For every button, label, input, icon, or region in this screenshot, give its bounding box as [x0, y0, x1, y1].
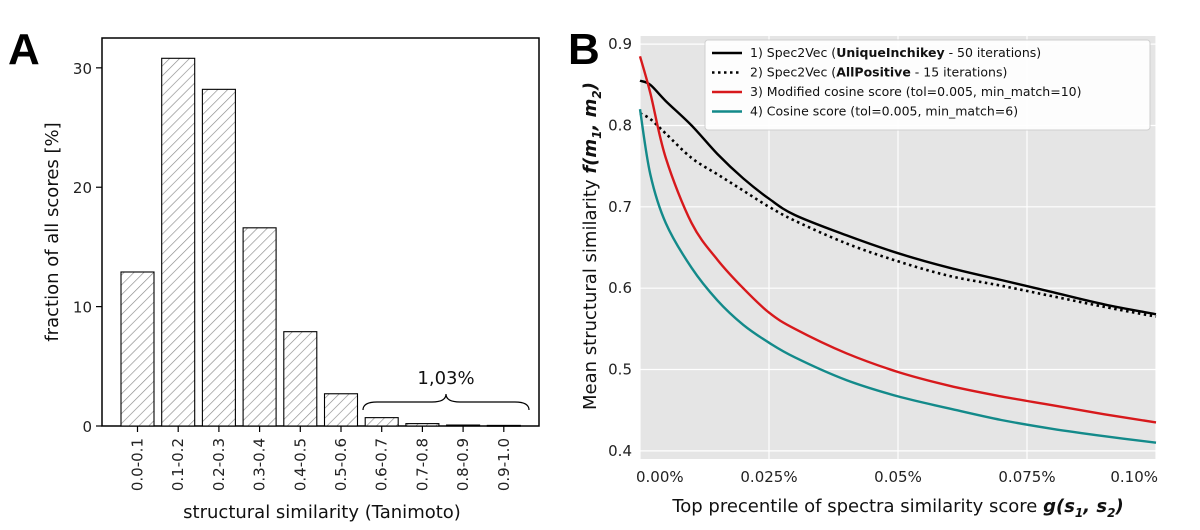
panel-b-chart: 0.4 0.5 0.6 0.7 0.8 0.9 0.00% 0.025% 0.05% 0.075%… [608, 35, 1158, 486]
panel-b-series-line [638, 109, 1157, 444]
panel-a-bar [161, 57, 196, 427]
panel-b-y-tick-label: 0.7 [608, 198, 632, 216]
panel-b-y-tick-label: 0.6 [608, 279, 632, 297]
panel-a-x-tick-label: 0.7-0.8 [413, 438, 431, 491]
panel-a-x-tick-label: 0.2-0.3 [210, 438, 228, 491]
panel-a-y-tick-label: 20 [73, 179, 92, 197]
panel-b-x-tick-label: 0.10% [1110, 468, 1158, 486]
tail-percentage-annotation: 1,03% [417, 368, 474, 389]
panel-b-legend-box [704, 39, 1151, 131]
panel-a-x-axis-label: structural similarity (Tanimoto) [183, 502, 461, 523]
panel-a-x-tick-label: 0.4-0.5 [291, 438, 309, 491]
panel-a-bar [120, 271, 155, 427]
panel-a-x-tick-label: 0.8-0.9 [454, 438, 472, 491]
panel-b-x-tick-label: 0.075% [998, 468, 1055, 486]
panel-b-legend-entry: 3) Modified cosine score (tol=0.005, min… [750, 84, 1081, 99]
panel-b-series-line [638, 55, 1157, 424]
panel-b-legend: 1) Spec2Vec (UniqueInchikey - 50 iterati… [704, 39, 1151, 131]
panel-a-bar [283, 331, 318, 427]
panel-a-y-tick-label: 10 [73, 299, 92, 317]
panel-b-x-tick-label: 0.00% [636, 468, 684, 486]
panel-b-legend-entry: 1) Spec2Vec (UniqueInchikey - 50 iterati… [750, 45, 1041, 60]
panel-a-x-tick-label: 0.0-0.1 [129, 438, 147, 491]
panel-b-x-tick-label: 0.025% [740, 468, 797, 486]
panel-b-y-tick-label: 0.4 [608, 442, 632, 460]
panel-a-y-tick-label: 0 [82, 418, 92, 436]
panel-b-legend-entry: 4) Cosine score (tol=0.005, min_match=6) [750, 104, 1018, 119]
panel-a-x-tick-label: 0.3-0.4 [251, 438, 269, 491]
panel-a-x-tick-label: 0.9-1.0 [495, 438, 513, 491]
panel-b-series-line [639, 79, 1157, 316]
panel-a-bar [323, 393, 359, 427]
panel-a-y-axis-label: fraction of all scores [%] [42, 122, 63, 341]
panel-a-x-tick-label: 0.6-0.7 [373, 438, 391, 491]
panel-a-x-tick-label: 0.1-0.2 [169, 438, 187, 491]
tail-bracket [362, 393, 530, 411]
panel-a-bar [242, 227, 277, 427]
panel-a-bar [405, 423, 440, 427]
panel-b-y-axis-label: Mean structural similarity f(m1, m2) [580, 82, 604, 410]
panel-a-chart: 0 10 20 30 0.0-0.1 0.1-0.2 0.2-0.3 0.3-0.4 0.4-0… [73, 37, 540, 491]
panel-a-plot-frame [101, 37, 540, 427]
panel-b-x-tick-label: 0.05% [874, 468, 922, 486]
panel-b-label: B [568, 25, 600, 74]
panel-b-legend-entry: 2) Spec2Vec (AllPositive - 15 iterations… [750, 65, 1007, 80]
panel-b-series-line [639, 112, 1157, 318]
panel-b-y-tick-label: 0.5 [608, 361, 632, 379]
panel-a-bar [201, 88, 236, 427]
panel-b-y-tick-label: 0.9 [608, 35, 632, 53]
panel-a-label: A [8, 25, 40, 74]
panel-a-y-tick-label: 30 [73, 60, 92, 78]
panel-b-y-tick-label: 0.8 [608, 116, 632, 134]
panel-a-x-tick-label: 0.5-0.6 [332, 438, 350, 491]
panel-a-bar [446, 424, 481, 427]
panel-b-x-axis-label: Top precentile of spectra similarity sco… [671, 496, 1123, 520]
panel-a-bar [364, 417, 399, 427]
